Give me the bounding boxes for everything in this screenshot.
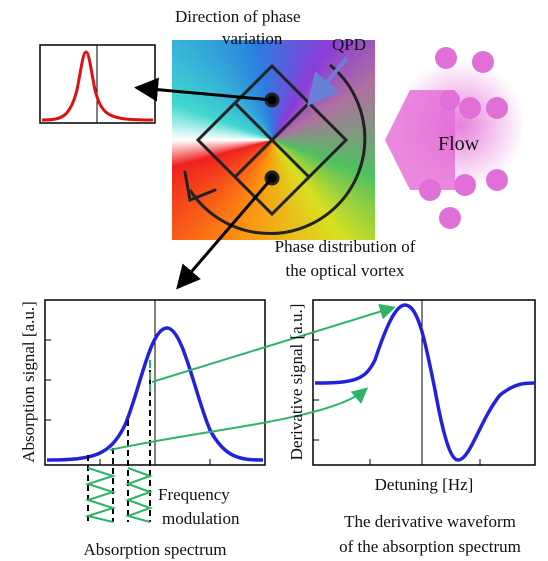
label: the optical vortex	[286, 261, 405, 280]
absorption-plot	[44, 299, 266, 523]
label: Phase distribution of	[275, 237, 416, 256]
caption: The derivative waveform	[344, 512, 516, 531]
arrow	[176, 177, 274, 290]
caption: Absorption spectrum	[83, 540, 226, 559]
axis-label: Derivative signal [a.u.]	[287, 304, 306, 461]
caption: of the absorption spectrum	[339, 537, 521, 556]
mapping-arrow	[151, 303, 396, 383]
mapping-arrow	[109, 387, 369, 451]
qpd-pointer	[306, 56, 349, 107]
label: Frequency	[158, 485, 230, 504]
label: variation	[222, 29, 283, 48]
axis-label: Detuning [Hz]	[375, 475, 474, 494]
flow	[385, 47, 525, 229]
derivative-plot	[312, 299, 536, 466]
inset-plot	[39, 44, 156, 124]
axis-label: Absorption signal [a.u.]	[19, 301, 38, 462]
label: Flow	[438, 133, 480, 155]
qpd	[183, 63, 367, 236]
label: QPD	[332, 35, 366, 54]
label: Direction of phase	[175, 7, 301, 26]
arrow	[134, 77, 273, 102]
label: modulation	[162, 509, 240, 528]
